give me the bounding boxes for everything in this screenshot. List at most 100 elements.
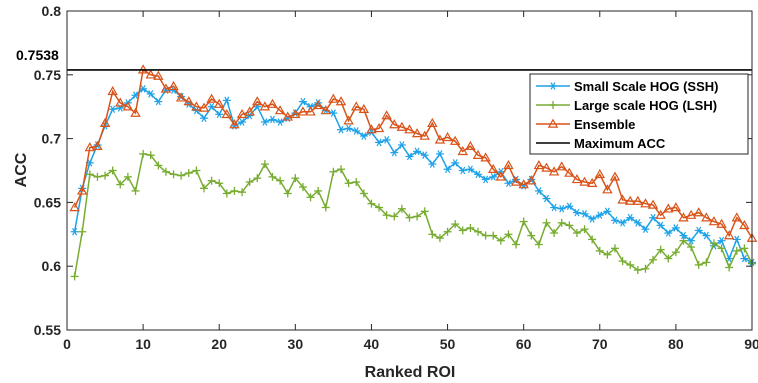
- legend: Small Scale HOG (SSH) Large scale HOG (LS…: [529, 73, 749, 155]
- data-point-small-scale-hog-ssh: [268, 115, 277, 124]
- data-point-large-scale-hog-lsh: [207, 176, 216, 185]
- data-point-large-scale-hog-lsh: [656, 245, 665, 254]
- data-point-small-scale-hog-ssh: [435, 150, 444, 158]
- data-point-small-scale-hog-ssh: [329, 109, 338, 117]
- data-point-large-scale-hog-lsh: [664, 254, 673, 263]
- data-point-large-scale-hog-lsh: [603, 250, 612, 259]
- data-point-ensemble: [411, 128, 423, 138]
- data-point-large-scale-hog-lsh: [146, 151, 155, 160]
- data-point-ensemble: [427, 117, 438, 128]
- data-point-small-scale-hog-ssh: [458, 166, 467, 175]
- data-point-large-scale-hog-lsh: [550, 229, 559, 238]
- data-point-large-scale-hog-lsh: [565, 221, 574, 230]
- data-point-small-scale-hog-ssh: [732, 235, 741, 244]
- data-point-large-scale-hog-lsh: [123, 172, 132, 181]
- data-point-small-scale-hog-ssh: [557, 205, 566, 213]
- data-point-ensemble: [419, 130, 430, 140]
- data-point-large-scale-hog-lsh: [717, 244, 726, 253]
- data-point-ensemble: [617, 194, 628, 204]
- data-point-small-scale-hog-ssh: [154, 97, 163, 106]
- data-point-ensemble: [99, 117, 111, 128]
- legend-label: Maximum ACC: [574, 136, 666, 151]
- data-point-small-scale-hog-ssh: [656, 221, 665, 230]
- data-point-large-scale-hog-lsh: [732, 246, 741, 255]
- data-point-ensemble: [335, 96, 347, 106]
- data-point-ensemble: [602, 184, 613, 194]
- data-point-ensemble: [115, 97, 126, 107]
- data-point-large-scale-hog-lsh: [671, 248, 680, 257]
- data-point-ensemble: [647, 199, 659, 209]
- data-point-ensemble: [282, 111, 293, 121]
- data-point-large-scale-hog-lsh: [169, 170, 178, 179]
- data-point-ensemble: [594, 168, 606, 179]
- x-tick-label: 20: [211, 336, 227, 352]
- data-point-large-scale-hog-lsh: [306, 193, 315, 202]
- data-point-ensemble: [586, 177, 598, 188]
- data-point-ensemble: [480, 152, 491, 162]
- data-point-small-scale-hog-ssh: [298, 97, 307, 106]
- data-point-ensemble: [571, 174, 583, 184]
- data-point-ensemble: [350, 101, 362, 111]
- data-point-ensemble: [267, 98, 278, 108]
- data-point-large-scale-hog-lsh: [740, 244, 749, 253]
- data-point-large-scale-hog-lsh: [725, 263, 734, 272]
- data-point-large-scale-hog-lsh: [291, 174, 300, 183]
- x-tick-label: 40: [364, 336, 380, 352]
- data-point-large-scale-hog-lsh: [329, 167, 338, 176]
- data-point-large-scale-hog-lsh: [649, 255, 658, 264]
- data-point-large-scale-hog-lsh: [466, 223, 475, 232]
- data-point-small-scale-hog-ssh: [359, 132, 368, 140]
- legend-box: [529, 73, 749, 155]
- data-point-small-scale-hog-ssh: [405, 152, 414, 161]
- data-point-small-scale-hog-ssh: [207, 102, 216, 111]
- data-point-ensemble: [343, 115, 354, 125]
- data-point-ensemble: [701, 212, 712, 222]
- x-tick-label: 50: [440, 336, 456, 352]
- data-point-large-scale-hog-lsh: [139, 149, 148, 158]
- y-tick-label: 0.8: [42, 3, 62, 19]
- data-point-large-scale-hog-lsh: [580, 225, 589, 234]
- data-point-large-scale-hog-lsh: [215, 179, 224, 188]
- data-point-large-scale-hog-lsh: [519, 217, 528, 226]
- data-point-ensemble: [457, 145, 469, 156]
- x-tick-label: 0: [63, 336, 71, 352]
- data-point-ensemble: [442, 131, 453, 142]
- data-point-ensemble: [465, 140, 476, 151]
- max-acc-annotation: 0.7538: [16, 47, 59, 63]
- data-point-small-scale-hog-ssh: [671, 224, 680, 232]
- data-point-ensemble: [76, 185, 88, 195]
- data-point-ensemble: [526, 175, 537, 185]
- data-point-ensemble: [320, 105, 332, 115]
- data-point-ensemble: [685, 209, 697, 219]
- data-point-small-scale-hog-ssh: [588, 215, 597, 223]
- data-point-small-scale-hog-ssh: [108, 105, 117, 114]
- data-point-large-scale-hog-lsh: [78, 227, 87, 236]
- data-point-small-scale-hog-ssh: [443, 165, 452, 174]
- data-point-small-scale-hog-ssh: [200, 114, 208, 122]
- x-tick-label: 80: [668, 336, 684, 352]
- series-large-scale-hog-lsh: [70, 149, 756, 281]
- data-point-small-scale-hog-ssh: [572, 208, 581, 217]
- legend-item-large-scale-hog-lsh: Large scale HOG (LSH): [536, 98, 717, 113]
- data-point-ensemble: [449, 135, 461, 145]
- data-point-ensemble: [564, 167, 575, 177]
- data-point-large-scale-hog-lsh: [260, 160, 269, 169]
- data-point-large-scale-hog-lsh: [222, 189, 231, 198]
- x-axis-label: Ranked ROI: [365, 364, 456, 381]
- data-point-large-scale-hog-lsh: [481, 231, 490, 240]
- legend-label: Small Scale HOG (SSH): [574, 79, 719, 94]
- data-point-ensemble: [259, 101, 271, 111]
- data-point-ensemble: [198, 102, 210, 112]
- data-point-large-scale-hog-lsh: [108, 166, 117, 175]
- data-point-ensemble: [541, 162, 552, 172]
- data-point-large-scale-hog-lsh: [116, 180, 125, 189]
- y-tick-label: 0.55: [34, 322, 61, 338]
- data-point-large-scale-hog-lsh: [542, 218, 551, 227]
- data-point-ensemble: [312, 100, 324, 110]
- data-point-large-scale-hog-lsh: [420, 207, 429, 216]
- data-point-ensemble: [404, 124, 415, 134]
- data-point-large-scale-hog-lsh: [504, 230, 513, 239]
- data-point-ensemble: [92, 140, 103, 151]
- legend-marker: [549, 101, 557, 109]
- data-point-small-scale-hog-ssh: [70, 227, 79, 236]
